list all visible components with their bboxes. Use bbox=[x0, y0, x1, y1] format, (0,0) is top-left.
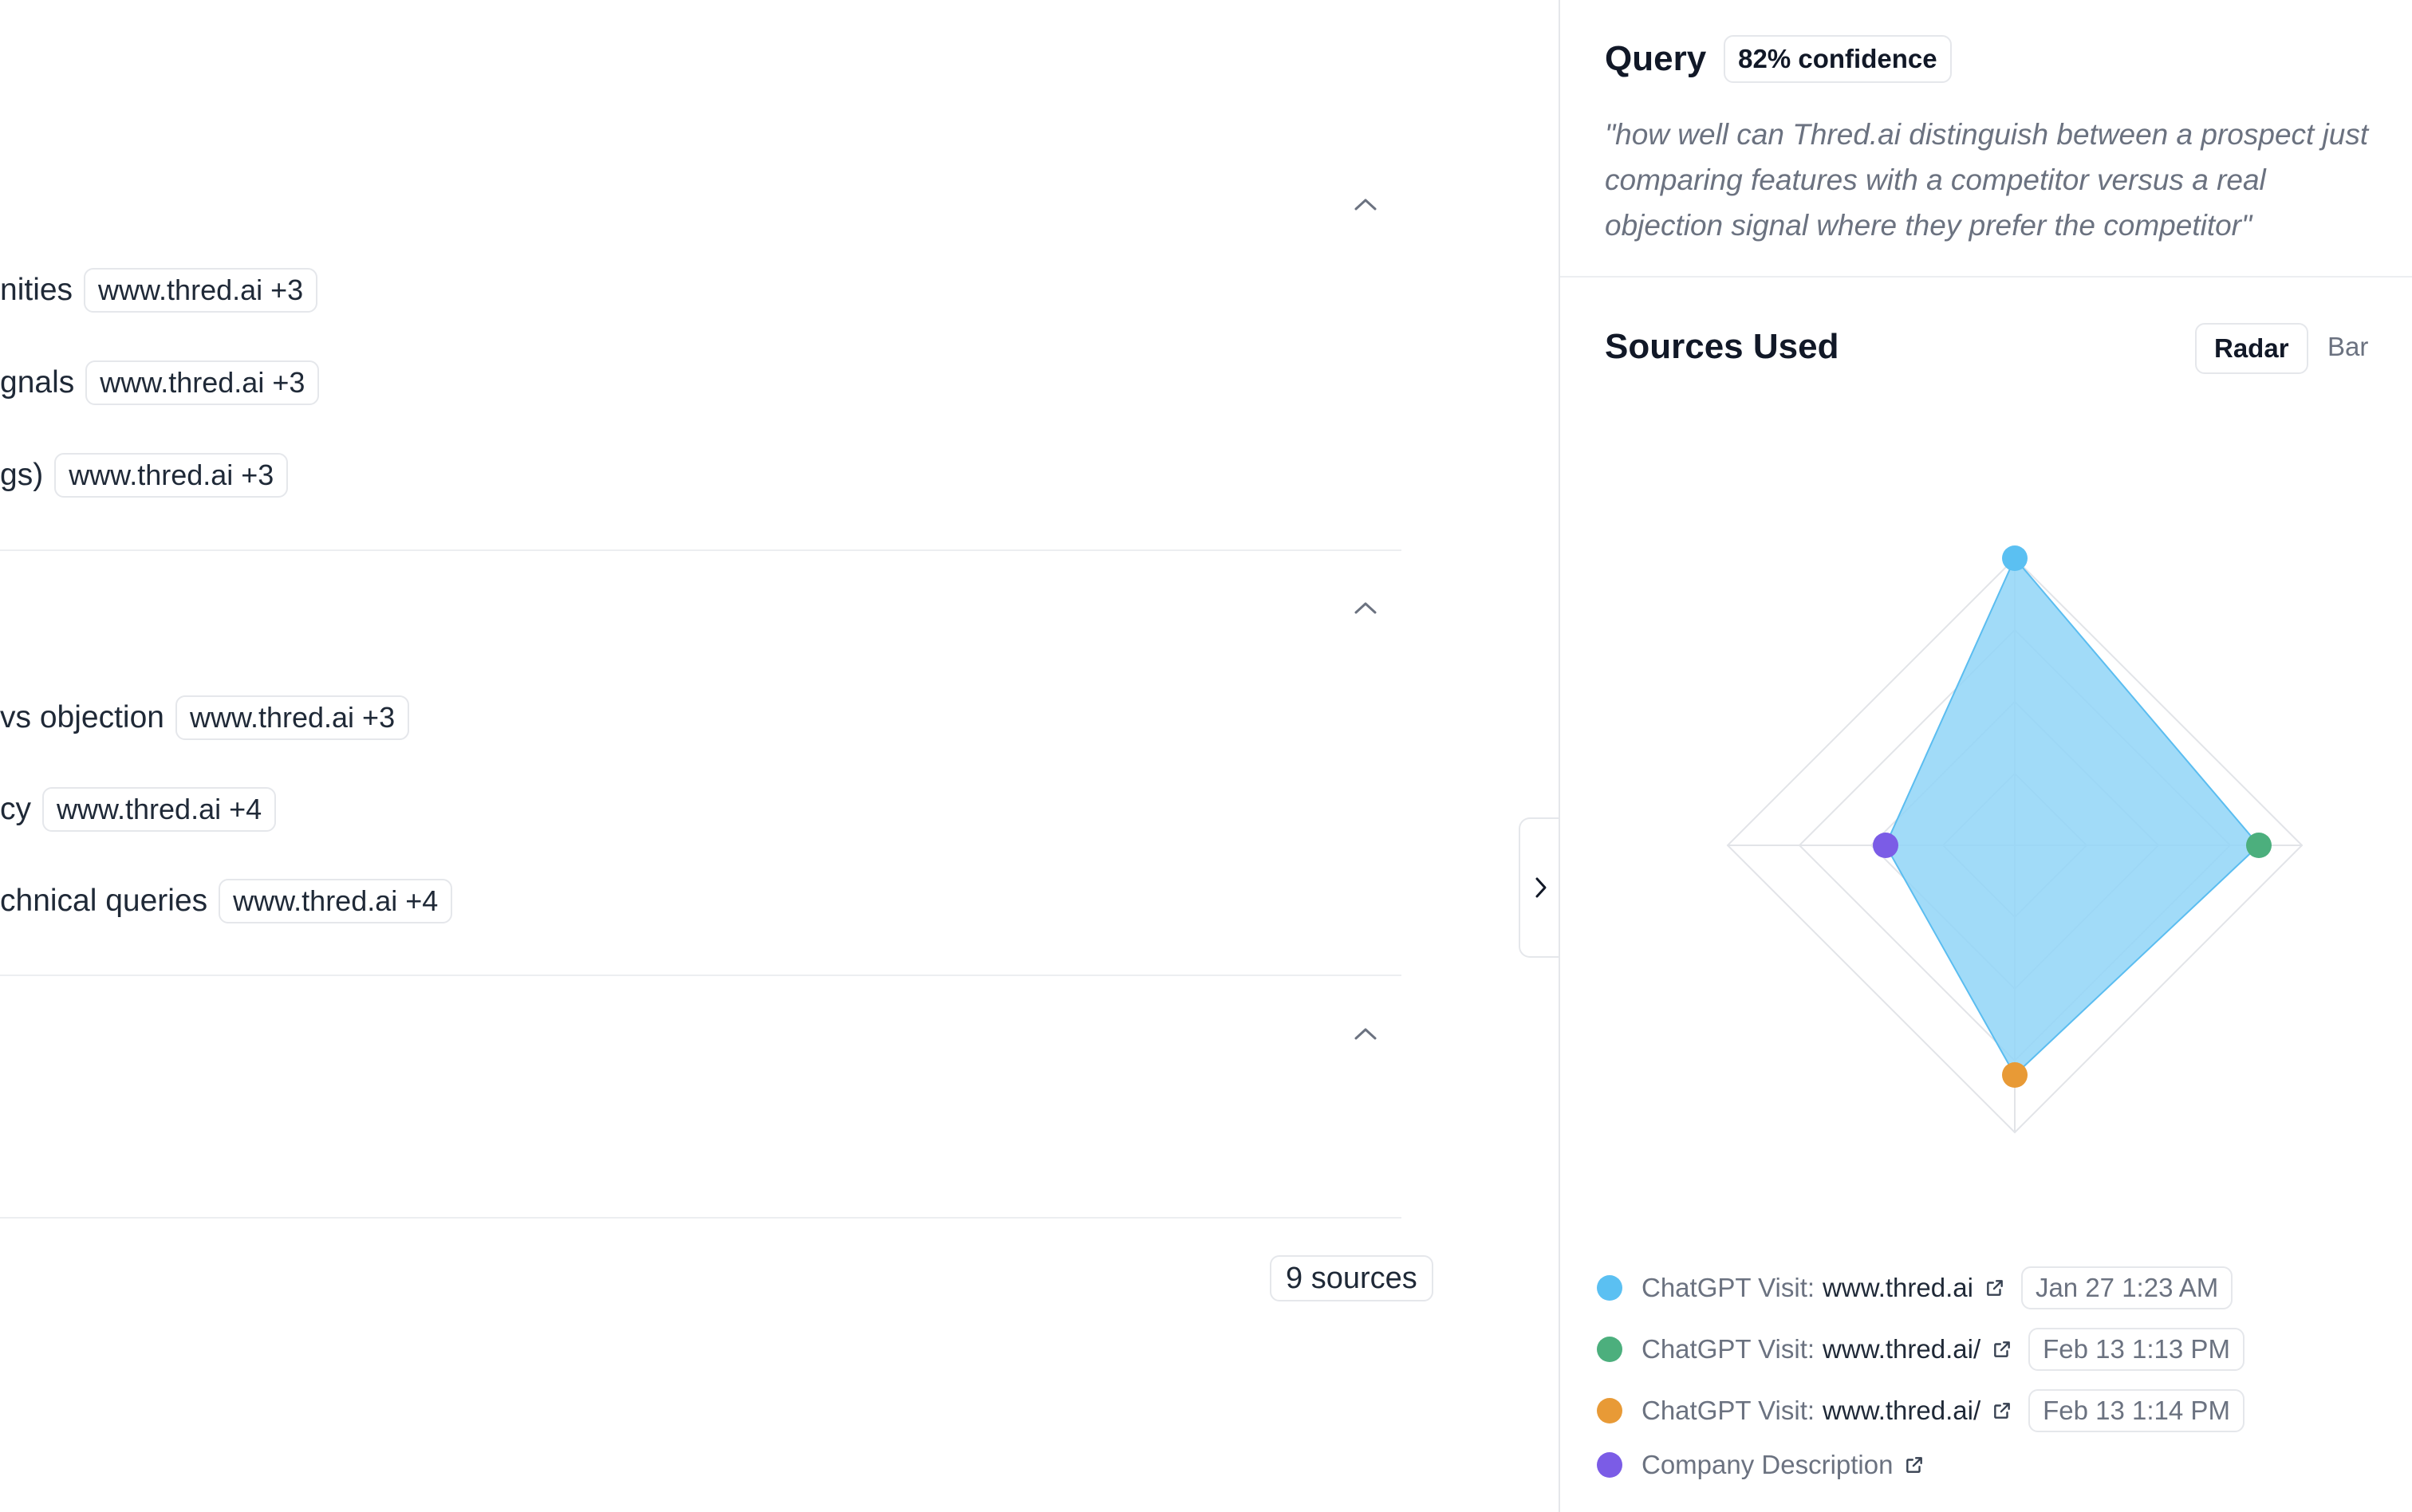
findings-panel: nities www.thred.ai +3 gnals www.thred.a… bbox=[0, 188, 1433, 1301]
source-pill[interactable]: www.thred.ai +3 bbox=[175, 695, 410, 740]
finding-label: gnals bbox=[0, 365, 75, 400]
source-pill[interactable]: www.thred.ai +4 bbox=[219, 879, 453, 923]
finding-label: gs) bbox=[0, 458, 44, 492]
radar-data-point bbox=[1873, 833, 1898, 858]
collapse-section-1-icon[interactable] bbox=[1350, 188, 1381, 220]
legend-dot bbox=[1597, 1452, 1622, 1478]
panel-divider bbox=[1560, 276, 2412, 278]
legend-prefix: Company Description bbox=[1642, 1450, 1894, 1479]
external-link-icon[interactable] bbox=[1992, 1400, 2012, 1421]
finding-row: gs) www.thred.ai +3 bbox=[0, 453, 289, 498]
external-link-icon[interactable] bbox=[1984, 1278, 2005, 1298]
source-pill[interactable]: www.thred.ai +3 bbox=[84, 268, 318, 313]
finding-row: vs objection www.thred.ai +3 bbox=[0, 695, 410, 740]
query-text: "how well can Thred.ai distinguish betwe… bbox=[1605, 118, 2369, 242]
legend-prefix: ChatGPT Visit: bbox=[1642, 1273, 1815, 1302]
section-divider bbox=[0, 549, 1401, 551]
bar-view-toggle[interactable]: Bar bbox=[2327, 332, 2369, 361]
finding-label: chnical queries bbox=[0, 884, 208, 918]
external-link-icon[interactable] bbox=[1904, 1455, 1925, 1475]
confidence-badge: 82% confidence bbox=[1724, 35, 1952, 83]
source-pill[interactable]: www.thred.ai +3 bbox=[54, 453, 289, 498]
legend-domain: www.thred.ai/ bbox=[1823, 1396, 1981, 1425]
legend-dot bbox=[1597, 1337, 1622, 1362]
section-divider bbox=[0, 975, 1401, 976]
legend-dot bbox=[1597, 1398, 1622, 1423]
legend-item: Company Description bbox=[1597, 1450, 1941, 1480]
radar-data-point bbox=[2246, 833, 2272, 858]
radar-data-point bbox=[2002, 545, 2028, 571]
collapse-section-3-icon[interactable] bbox=[1350, 1018, 1381, 1049]
legend-prefix: ChatGPT Visit: bbox=[1642, 1334, 1815, 1364]
radar-view-toggle[interactable]: Radar bbox=[2195, 323, 2308, 374]
legend-date: Feb 13 1:13 PM bbox=[2028, 1328, 2244, 1371]
finding-label: vs objection bbox=[0, 700, 164, 734]
legend-item: ChatGPT Visit: www.thred.ai/ Feb 13 1:14… bbox=[1597, 1389, 2244, 1432]
source-pill[interactable]: www.thred.ai +3 bbox=[85, 360, 320, 405]
query-title: Query bbox=[1605, 39, 1707, 78]
section-divider bbox=[0, 1217, 1401, 1219]
legend-item: ChatGPT Visit: www.thred.ai Jan 27 1:23 … bbox=[1597, 1266, 2233, 1309]
external-link-icon[interactable] bbox=[1992, 1339, 2012, 1360]
sources-radar-chart bbox=[1726, 545, 2304, 1134]
sources-count-badge[interactable]: 9 sources bbox=[1270, 1255, 1433, 1301]
finding-row: gnals www.thred.ai +3 bbox=[0, 360, 320, 405]
toggle-side-panel-button[interactable] bbox=[1519, 817, 1562, 958]
sources-used-title: Sources Used bbox=[1605, 327, 1839, 366]
finding-row: chnical queries www.thred.ai +4 bbox=[0, 879, 453, 923]
collapse-section-2-icon[interactable] bbox=[1350, 592, 1381, 624]
source-pill[interactable]: www.thred.ai +4 bbox=[42, 787, 277, 832]
chevron-right-icon bbox=[1535, 877, 1547, 898]
legend-domain: www.thred.ai/ bbox=[1823, 1334, 1981, 1364]
query-side-panel: Query 82% confidence "how well can Thred… bbox=[1559, 0, 2412, 1512]
legend-date: Feb 13 1:14 PM bbox=[2028, 1389, 2244, 1432]
radar-data-area bbox=[1884, 557, 2260, 1077]
query-header: Query 82% confidence bbox=[1605, 35, 1952, 83]
finding-row: nities www.thred.ai +3 bbox=[0, 268, 318, 313]
radar-data-point bbox=[2002, 1062, 2028, 1088]
legend-prefix: ChatGPT Visit: bbox=[1642, 1396, 1815, 1425]
legend-domain: www.thred.ai bbox=[1823, 1273, 1973, 1302]
legend-dot bbox=[1597, 1275, 1622, 1301]
finding-label: cy bbox=[0, 792, 31, 826]
legend-item: ChatGPT Visit: www.thred.ai/ Feb 13 1:13… bbox=[1597, 1328, 2244, 1371]
finding-row: cy www.thred.ai +4 bbox=[0, 787, 277, 832]
legend-date: Jan 27 1:23 AM bbox=[2020, 1266, 2233, 1309]
finding-label: nities bbox=[0, 273, 73, 307]
